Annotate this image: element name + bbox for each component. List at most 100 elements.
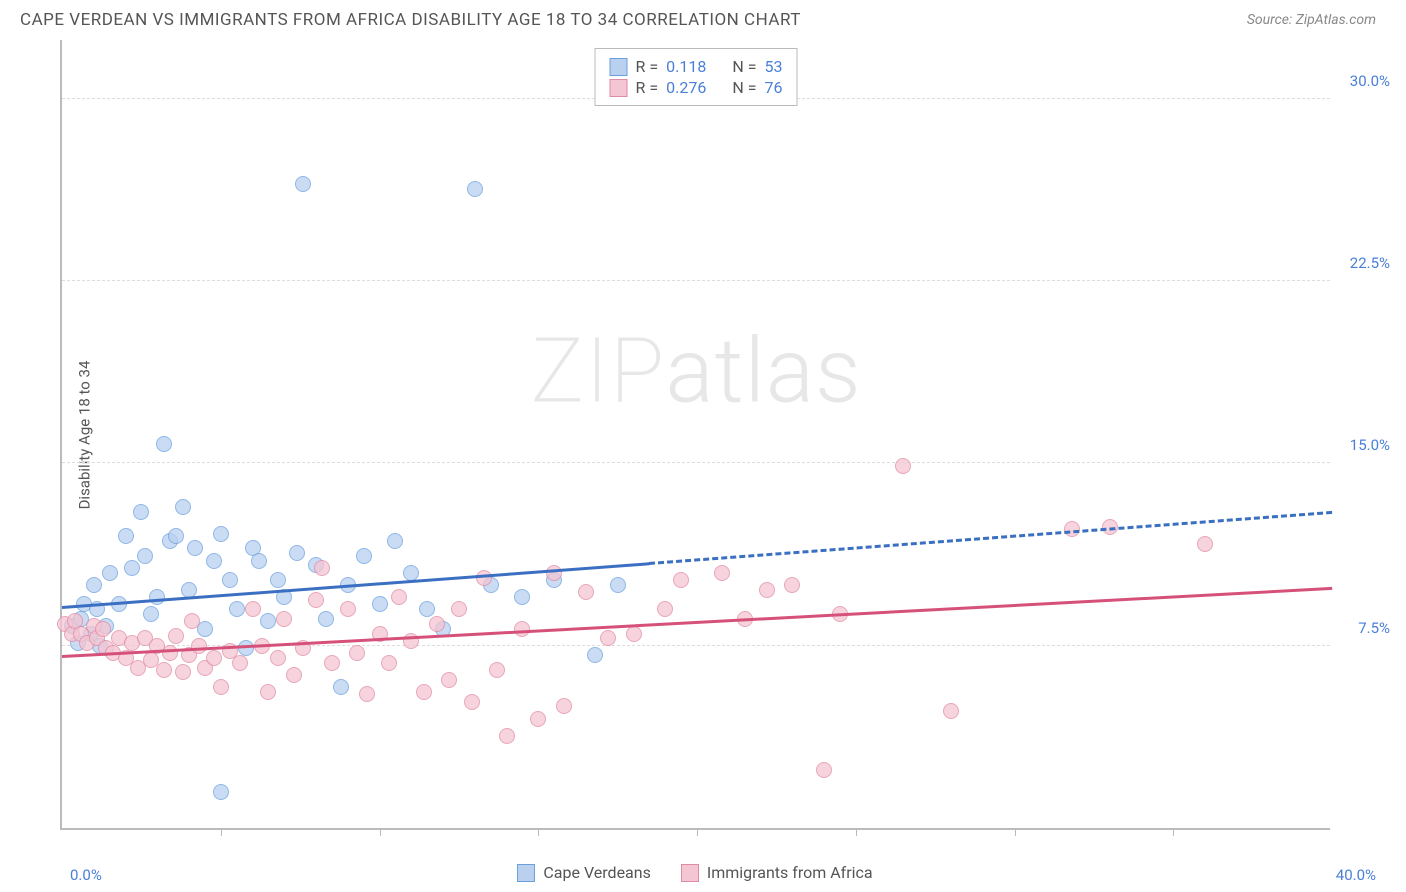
n-label: N =	[732, 57, 756, 76]
x-tick	[856, 828, 857, 836]
data-point	[318, 611, 334, 627]
data-point	[260, 613, 276, 629]
data-point	[391, 589, 407, 605]
data-point	[340, 601, 356, 617]
stats-legend: R = 0.118N = 53R = 0.276N = 76	[595, 48, 798, 106]
data-point	[168, 628, 184, 644]
data-point	[673, 572, 689, 588]
data-point	[359, 686, 375, 702]
y-tick-label: 22.5%	[1350, 254, 1390, 272]
bottom-legend: Cape Verdeans Immigrants from Africa	[60, 863, 1330, 882]
x-tick	[221, 828, 222, 836]
r-value: 0.118	[666, 57, 706, 76]
legend-swatch	[610, 58, 628, 76]
chart-area: Disability Age 18 to 34 ZIPatlas 7.5%15.…	[50, 40, 1360, 830]
data-point	[251, 553, 267, 569]
data-point	[600, 630, 616, 646]
data-point	[156, 436, 172, 452]
data-point	[149, 589, 165, 605]
data-point	[387, 533, 403, 549]
data-point	[289, 545, 305, 561]
trend-line	[62, 587, 1332, 658]
scatter-plot: ZIPatlas 7.5%15.0%22.5%30.0%R = 0.118N =…	[60, 40, 1330, 830]
data-point	[514, 589, 530, 605]
data-point	[213, 784, 229, 800]
legend-label: Cape Verdeans	[543, 863, 650, 882]
data-point	[403, 565, 419, 581]
data-point	[184, 613, 200, 629]
data-point	[260, 684, 276, 700]
legend-item: Cape Verdeans	[517, 863, 650, 882]
data-point	[714, 565, 730, 581]
data-point	[356, 548, 372, 564]
legend-swatch	[517, 864, 535, 882]
data-point	[333, 679, 349, 695]
trend-line	[649, 511, 1332, 565]
n-value: 53	[764, 57, 782, 76]
data-point	[206, 553, 222, 569]
data-point	[270, 572, 286, 588]
x-tick	[538, 828, 539, 836]
data-point	[175, 499, 191, 515]
data-point	[222, 572, 238, 588]
data-point	[499, 728, 515, 744]
data-point	[137, 548, 153, 564]
data-point	[95, 621, 111, 637]
x-tick	[1173, 828, 1174, 836]
legend-item: Immigrants from Africa	[681, 863, 873, 882]
data-point	[451, 601, 467, 617]
data-point	[626, 626, 642, 642]
data-point	[156, 662, 172, 678]
data-point	[324, 655, 340, 671]
data-point	[578, 584, 594, 600]
data-point	[381, 655, 397, 671]
data-point	[245, 601, 261, 617]
data-point	[229, 601, 245, 617]
data-point	[784, 577, 800, 593]
gridline	[62, 462, 1330, 463]
trend-line	[62, 562, 650, 609]
legend-label: Immigrants from Africa	[707, 863, 873, 882]
data-point	[213, 526, 229, 542]
x-tick	[380, 828, 381, 836]
data-point	[206, 650, 222, 666]
r-label: R =	[636, 78, 659, 97]
stats-row: R = 0.118N = 53	[610, 57, 783, 76]
data-point	[295, 176, 311, 192]
y-tick-label: 15.0%	[1350, 436, 1390, 454]
x-axis-max-label: 40.0%	[1336, 866, 1376, 884]
data-point	[657, 601, 673, 617]
data-point	[416, 684, 432, 700]
legend-swatch	[681, 864, 699, 882]
data-point	[587, 647, 603, 663]
x-tick	[697, 828, 698, 836]
data-point	[514, 621, 530, 637]
x-tick	[1015, 828, 1016, 836]
n-value: 76	[764, 78, 782, 97]
data-point	[489, 662, 505, 678]
data-point	[1197, 536, 1213, 552]
data-point	[162, 645, 178, 661]
data-point	[213, 679, 229, 695]
data-point	[546, 565, 562, 581]
data-point	[133, 504, 149, 520]
chart-title: CAPE VERDEAN VS IMMIGRANTS FROM AFRICA D…	[20, 10, 801, 30]
y-tick-label: 30.0%	[1350, 72, 1390, 90]
data-point	[86, 577, 102, 593]
data-point	[429, 616, 445, 632]
data-point	[168, 528, 184, 544]
data-point	[349, 645, 365, 661]
chart-header: CAPE VERDEAN VS IMMIGRANTS FROM AFRICA D…	[0, 0, 1406, 35]
data-point	[610, 577, 626, 593]
legend-swatch	[610, 79, 628, 97]
data-point	[143, 606, 159, 622]
chart-source: Source: ZipAtlas.com	[1247, 12, 1376, 28]
data-point	[372, 596, 388, 612]
data-point	[464, 694, 480, 710]
data-point	[895, 458, 911, 474]
data-point	[467, 181, 483, 197]
r-value: 0.276	[666, 78, 706, 97]
data-point	[270, 650, 286, 666]
data-point	[943, 703, 959, 719]
data-point	[232, 655, 248, 671]
